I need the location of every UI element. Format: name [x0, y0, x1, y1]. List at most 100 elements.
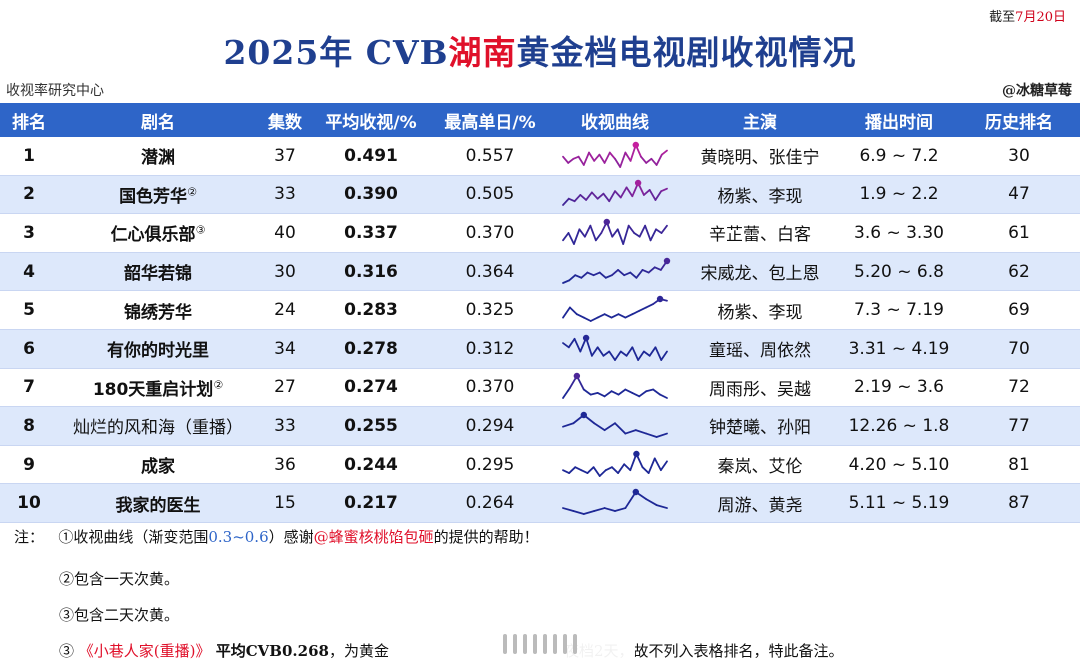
rank-cell: 2: [0, 175, 58, 215]
sparkline-segment: [648, 346, 657, 357]
drama-name: 灿烂的风和海（重播）: [73, 418, 243, 439]
rating-curve-cell: [550, 406, 680, 446]
table-header-row: 排名 剧名 集数 平均收视/% 最高单日/% 收视曲线 主演 播出时间 历史排名: [0, 103, 1080, 137]
sparkline-peak-point: [633, 450, 640, 457]
peak-rating-cell: 0.557: [430, 137, 550, 176]
sparkline-segment: [641, 268, 650, 274]
peak-rating-cell: 0.295: [430, 445, 550, 485]
sparkline-segment: [611, 268, 619, 276]
sparkline-segment: [614, 507, 627, 513]
average-rating-cell: 0.390: [312, 175, 430, 215]
sparkline-peak-point: [580, 411, 587, 419]
sparkline-segment: [660, 188, 668, 193]
sparkline-segment: [582, 388, 592, 396]
sparkline-segment: [579, 194, 588, 202]
cast-cell: 周雨彤、吴越: [680, 368, 840, 408]
sparkline-segment: [659, 459, 668, 471]
sparkline-segment: [573, 228, 581, 245]
sparkline-segment: [568, 465, 577, 474]
airtime-cell: 4.20 ~ 5.10: [840, 445, 958, 485]
sparkline-segment: [562, 341, 570, 348]
sparkline-segment: [635, 268, 644, 279]
sparkline-segment: [593, 153, 601, 162]
sparkline-segment: [645, 303, 655, 309]
rank-cell: 8: [0, 406, 58, 446]
rating-sparkline: [562, 257, 671, 284]
sparkline-segment: [614, 190, 622, 199]
rating-curve-cell: [550, 368, 680, 408]
rating-curve-cell: [550, 483, 680, 523]
sparkline-segment: [623, 462, 632, 471]
episodes-cell: 30: [258, 252, 312, 292]
average-rating-cell: 0.274: [312, 368, 430, 408]
sparkline-segment: [624, 151, 632, 162]
sparkline-segment: [634, 429, 648, 435]
rating-sparkline: [562, 141, 668, 168]
sparkline-peak-point: [632, 141, 639, 148]
episodes-cell: 24: [258, 290, 312, 330]
sparkline-segment: [608, 190, 616, 203]
sparkline-segment: [622, 224, 630, 245]
sparkline-segment: [638, 390, 648, 398]
sparkline-segment: [654, 190, 663, 202]
sparkline-segment: [611, 465, 619, 474]
episodes-cell: 40: [258, 213, 312, 253]
history-rank-cell: 70: [958, 329, 1080, 369]
column-header: 主演: [680, 103, 840, 137]
rating-curve-cell: [550, 329, 680, 369]
sparkline-segment: [617, 268, 626, 276]
sparkline-segment: [603, 151, 611, 164]
note-1-text: ①收视曲线（渐变范围: [58, 528, 209, 546]
table-row: 8 灿烂的风和海（重播） 33 0.255 0.294 钟楚曦、孙阳 12.26 ~ 1.8…: [0, 406, 1080, 446]
sparkline-segment: [653, 457, 662, 471]
drama-name-cell: 国色芳华②: [58, 175, 258, 215]
sparkline-segment: [568, 273, 577, 281]
column-header: 播出时间: [840, 103, 958, 137]
rating-sparkline: [562, 488, 668, 516]
sparkline-segment: [617, 388, 627, 396]
episodes-cell: 34: [258, 329, 312, 369]
credit-label: @冰糖草莓: [1002, 83, 1072, 99]
sparkline-segment: [596, 392, 606, 398]
drama-name: 潜渊: [141, 148, 175, 169]
drama-name: 韶华若锦: [124, 264, 192, 285]
episodes-cell: 33: [258, 175, 312, 215]
rank-cell: 10: [0, 483, 58, 523]
sparkline-segment: [596, 193, 605, 201]
note-4-mark: ③: [59, 642, 79, 660]
sparkline-segment: [660, 350, 668, 361]
rating-sparkline: [562, 218, 668, 245]
sparkline-segment: [642, 350, 651, 357]
cast-cell: 钟楚曦、孙阳: [680, 406, 840, 446]
sparkline-segment: [627, 224, 636, 234]
sparkline-segment: [638, 306, 648, 312]
history-rank-cell: 30: [958, 137, 1080, 176]
sparkline-segment: [586, 271, 595, 276]
table-row: 4 韶华若锦 30 0.316 0.364 宋威龙、包上恩 5.20 ~ 6.8 62: [0, 252, 1080, 292]
drama-name-cell: 韶华若锦: [58, 252, 258, 292]
note-1-thanks: ）感谢: [268, 528, 314, 546]
average-rating-cell: 0.283: [312, 290, 430, 330]
average-rating-cell: 0.244: [312, 445, 430, 485]
history-rank-cell: 69: [958, 290, 1080, 330]
sparkline-segment: [610, 390, 620, 396]
sparkline-segment: [585, 191, 593, 202]
note-1-user: @蜂蜜核桃馅包砸: [313, 528, 434, 546]
table-row: 7 180天重启计划② 27 0.274 0.370 周雨彤、吴越 2.19 ~ 3.6 72: [0, 368, 1080, 408]
sparkline-segment: [593, 507, 606, 513]
drama-name-cell: 我家的医生: [58, 483, 258, 523]
sparkline-segment: [589, 224, 597, 242]
sparkline-segment: [631, 392, 641, 398]
note-4-title: 《小巷人家(重播)》: [78, 642, 211, 660]
sparkline-segment: [567, 337, 576, 348]
average-rating-cell: 0.491: [312, 137, 430, 176]
rank-cell: 9: [0, 445, 58, 485]
sparkline-segment: [637, 350, 645, 361]
peak-rating-cell: 0.325: [430, 290, 550, 330]
sparkline-segment: [580, 468, 589, 474]
sparkline-segment: [614, 350, 622, 361]
peak-rating-cell: 0.505: [430, 175, 550, 215]
cast-cell: 辛芷蕾、白客: [680, 213, 840, 253]
notes-label: 注：: [14, 528, 45, 546]
sparkline-peak-point: [582, 334, 590, 341]
